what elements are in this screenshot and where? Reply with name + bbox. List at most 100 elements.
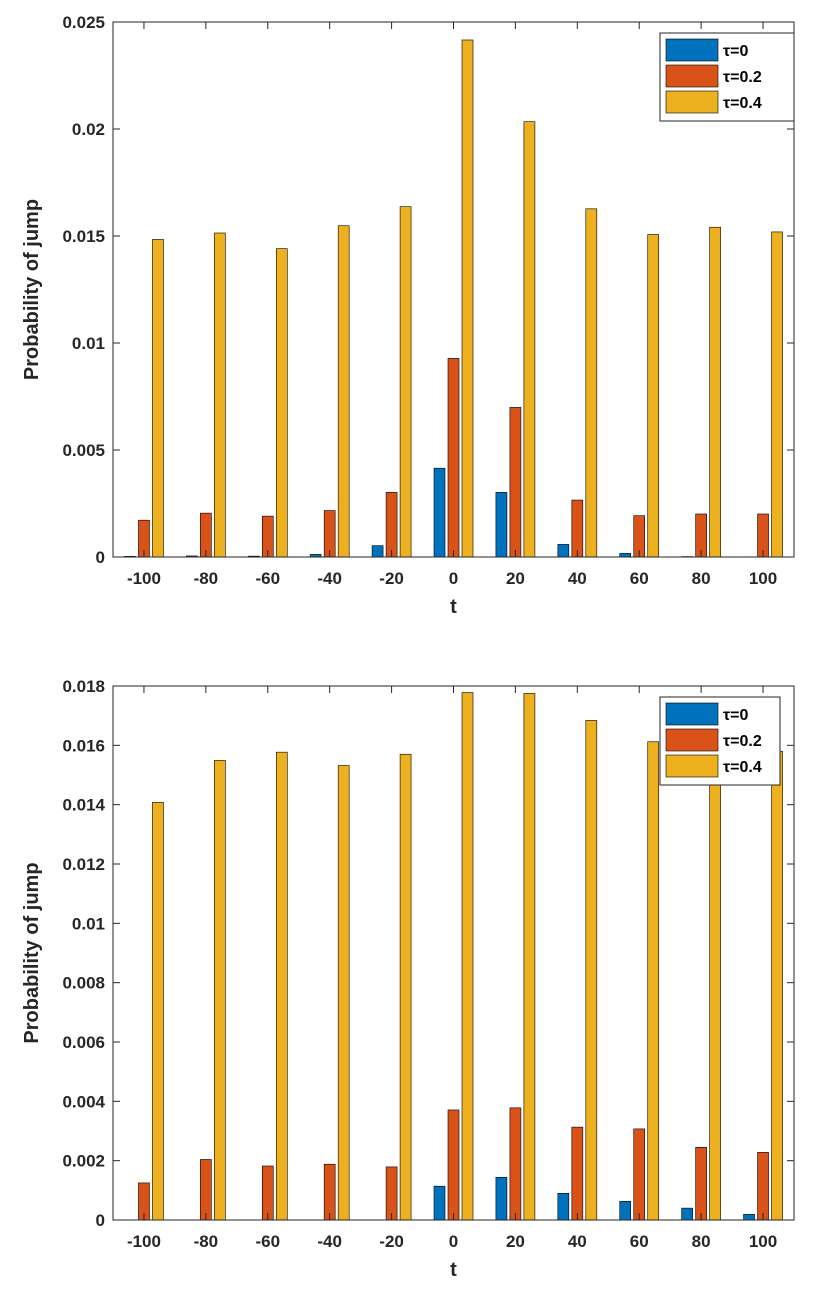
series-2 [152, 692, 783, 1221]
bar [509, 1107, 522, 1221]
x-axis-label: t [450, 1259, 457, 1281]
bar [214, 232, 226, 558]
x-tick-label: 80 [692, 569, 711, 588]
y-tick-label: 0.01 [72, 334, 105, 353]
bar [619, 1201, 632, 1221]
bar [585, 720, 598, 1221]
legend-label: τ=0 [723, 707, 748, 724]
bar [447, 358, 460, 558]
bar [447, 1109, 460, 1221]
y-tick-label: 0.016 [62, 736, 105, 755]
bar [275, 751, 288, 1221]
bar [557, 1193, 570, 1221]
y-axis-label: Probability of jump [21, 862, 43, 1043]
bar [743, 1214, 755, 1221]
bar [709, 226, 721, 558]
x-tick-label: -20 [379, 569, 404, 588]
bar [771, 231, 783, 558]
bar [323, 1163, 336, 1221]
x-tick-label: -40 [317, 1232, 342, 1251]
bar [557, 544, 570, 558]
bar [771, 750, 783, 1221]
bar [261, 1165, 274, 1221]
y-tick-label: 0.025 [62, 13, 105, 32]
bar [495, 492, 508, 558]
bar [385, 1166, 398, 1221]
bar [695, 1147, 707, 1221]
x-tick-label: 40 [568, 1232, 587, 1251]
x-tick-label: -60 [255, 1232, 280, 1251]
bar [461, 692, 474, 1221]
bar [495, 1176, 508, 1221]
series-0 [433, 1176, 755, 1221]
x-tick-label: -20 [379, 1232, 404, 1251]
x-tick-label: 20 [506, 1232, 525, 1251]
y-tick-label: 0.014 [62, 796, 105, 815]
y-axis-label: Probability of jump [21, 199, 43, 380]
series-2 [152, 39, 783, 558]
x-tick-label: -40 [317, 569, 342, 588]
y-tick-label: 0.002 [62, 1152, 105, 1171]
y-tick-label: 0 [96, 1211, 105, 1230]
bar [152, 801, 164, 1221]
bar [433, 1185, 446, 1221]
legend-label: τ=0.2 [723, 69, 762, 86]
legend: τ=0 τ=0.2 τ=0.4 [659, 696, 781, 786]
bar [523, 121, 536, 558]
y-tick-label: 0.006 [62, 1033, 105, 1052]
x-tick-label: -100 [127, 1232, 161, 1251]
bar [681, 1207, 693, 1221]
y-tick-label: 0.018 [62, 677, 105, 696]
x-tick-label: -80 [194, 1232, 219, 1251]
legend-label: τ=0.4 [723, 95, 762, 112]
x-tick-label: -60 [255, 569, 280, 588]
y-tick-label: 0.008 [62, 974, 105, 993]
bar [509, 407, 522, 558]
bar [200, 1159, 212, 1221]
x-tick-label: 100 [749, 1232, 777, 1251]
bar [275, 248, 288, 558]
legend-swatch [665, 754, 719, 778]
bar [371, 545, 384, 558]
bar [633, 1128, 646, 1221]
x-tick-label: 80 [692, 1232, 711, 1251]
legend-swatch [665, 38, 719, 62]
series-1 [138, 1107, 769, 1221]
x-tick-label: -100 [127, 569, 161, 588]
bar [619, 553, 632, 558]
bar [757, 1152, 769, 1221]
bar [214, 760, 226, 1221]
x-axis-label: t [450, 596, 457, 618]
x-tick-label: 20 [506, 569, 525, 588]
bar [585, 208, 598, 558]
bar [433, 467, 446, 558]
bar [152, 239, 164, 558]
bar [647, 741, 660, 1221]
chart-top: 0 0.005 0.01 0.015 0.02 0.025 -100 -80 -60 -40 -20… [21, 13, 795, 618]
legend-swatch [665, 90, 719, 114]
legend-label: τ=0.4 [723, 759, 762, 776]
bar [523, 693, 536, 1221]
bar [399, 206, 412, 558]
x-tick-label: 60 [630, 1232, 649, 1251]
x-tick-label: 60 [630, 569, 649, 588]
legend: τ=0 τ=0.2 τ=0.4 [659, 32, 795, 122]
bar [647, 234, 660, 558]
y-tick-label: 0.005 [62, 441, 105, 460]
bar [571, 1126, 584, 1221]
bar [337, 765, 350, 1221]
bar [399, 753, 412, 1221]
bar [337, 225, 350, 558]
legend-swatch [665, 702, 719, 726]
legend-swatch [665, 728, 719, 752]
legend-swatch [665, 64, 719, 88]
x-tick-label: 0 [449, 569, 458, 588]
chart-bottom: 0 0.002 0.004 0.006 0.008 0.01 0.012 0.014 0.016… [21, 677, 795, 1281]
y-tick-label: 0.01 [72, 914, 105, 933]
bar [385, 492, 398, 558]
x-tick-label: 100 [749, 569, 777, 588]
bar [571, 499, 584, 558]
legend-label: τ=0 [723, 43, 748, 60]
x-tick-label: -80 [194, 569, 219, 588]
